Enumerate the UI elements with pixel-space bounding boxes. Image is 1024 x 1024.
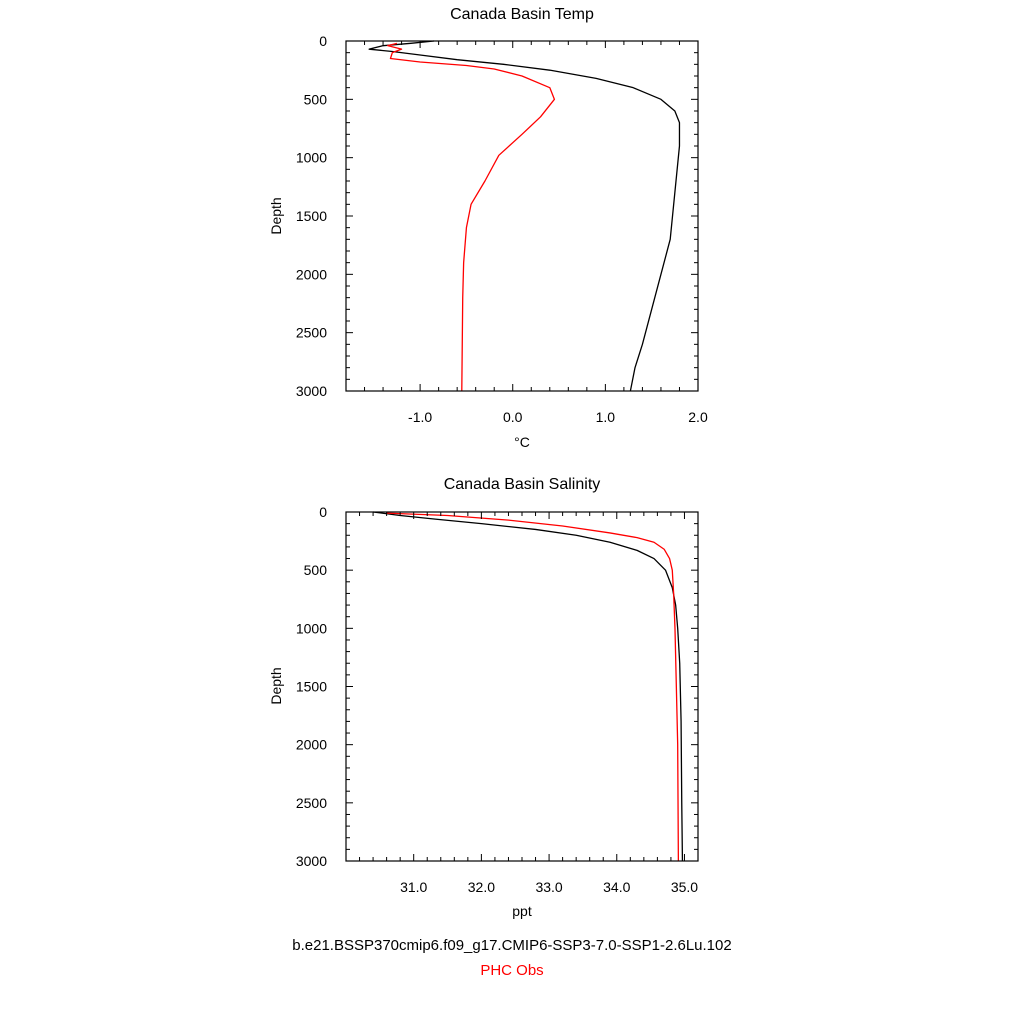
salinity-y-tick-label: 3000 — [296, 853, 327, 869]
salinity-series-line-model — [372, 511, 684, 862]
temp-x-tick-label: 0.0 — [503, 409, 523, 425]
salinity-x-tick-label: 33.0 — [535, 879, 562, 895]
salinity-x-tick-label: 32.0 — [468, 879, 495, 895]
temp-x-tick-label: -1.0 — [408, 409, 432, 425]
temp-plot-frame — [345, 40, 699, 392]
temp-y-tick-label: 2500 — [296, 325, 327, 341]
temp-y-axis-label: Depth — [268, 197, 284, 234]
salinity-plot-frame — [345, 511, 699, 862]
temp-y-tick-label: 3000 — [296, 383, 327, 399]
temp-series-line-model — [368, 40, 681, 392]
salinity-y-tick-label: 0 — [319, 504, 327, 520]
salinity-series-line-obs — [386, 512, 680, 862]
temp-x-axis-label: °C — [514, 434, 530, 450]
salinity-x-tick-label: 34.0 — [603, 879, 630, 895]
salinity-chart-title: Canada Basin Salinity — [444, 476, 601, 493]
salinity-y-tick-label: 1000 — [296, 620, 327, 636]
salinity-x-axis-label: ppt — [512, 903, 532, 919]
salinity-x-tick-label: 35.0 — [671, 879, 698, 895]
temp-panel: Canada Basin Temp Depth °C -1.0 0.0 1.0 2.0… — [268, 6, 708, 450]
salinity-x-tick-label: 31.0 — [400, 879, 427, 895]
salinity-y-tick-label: 500 — [304, 562, 328, 578]
temp-y-tick-label: 0 — [319, 33, 327, 49]
temp-x-tick-label: 1.0 — [596, 409, 616, 425]
temp-y-tick-label: 1000 — [296, 150, 327, 166]
legend-obs-label: PHC Obs — [480, 962, 544, 979]
temp-y-tick-label: 1500 — [296, 208, 327, 224]
salinity-y-tick-label: 2000 — [296, 737, 327, 753]
salinity-y-tick-label: 2500 — [296, 795, 327, 811]
salinity-panel: Canada Basin Salinity Depth ppt 31.0 32.0… — [268, 476, 699, 919]
temp-x-tick-label: 2.0 — [688, 409, 708, 425]
temp-series-line-obs — [387, 42, 556, 392]
temp-chart-title: Canada Basin Temp — [450, 6, 594, 23]
legend-model-label: b.e21.BSSP370cmip6.f09_g17.CMIP6-SSP3-7.… — [292, 937, 732, 954]
temp-y-tick-label: 2000 — [296, 266, 327, 282]
salinity-y-tick-label: 1500 — [296, 679, 327, 695]
temp-y-tick-label: 500 — [304, 91, 328, 107]
salinity-y-axis-label: Depth — [268, 667, 284, 704]
